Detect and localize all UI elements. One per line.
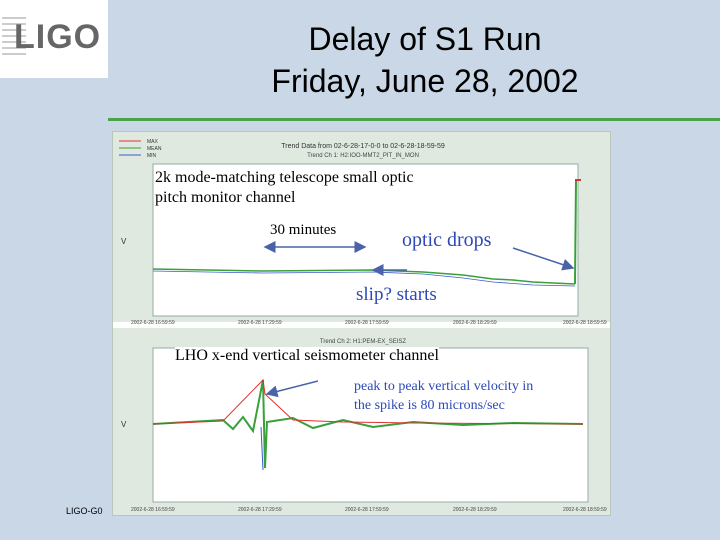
top-y-label: V [121,237,127,246]
peak-annotation: peak to peak vertical velocity in the sp… [354,379,534,413]
top-trace-min [152,270,576,287]
optic-drops-annotation: optic drops [402,229,492,251]
top-x-tick-1: 2002-6-28 17:29:59 [238,320,282,326]
bottom-x-tick-1: 2002-6-28 17:29:59 [238,507,282,513]
title-divider [108,118,720,121]
logo-text: LIGO [14,18,102,56]
top-x-tick-0: 2002-6-28 16:59:59 [131,320,175,326]
top-trace-mean [152,268,576,285]
top-x-tick-3: 2002-6-28 18:29:59 [453,320,497,326]
logo-mark-icon [2,17,26,55]
duration-annotation: 30 minutes [270,222,337,238]
bottom-x-tick-0: 2002-6-28 16:59:59 [131,507,175,513]
title-line-2: Friday, June 28, 2002 [271,63,579,99]
legend-mean: MEAN [147,146,162,152]
bottom-channel-annotation: LHO x-end vertical seismometer channel [175,347,439,365]
bottom-trace-max [152,378,584,425]
top-channel-annotation: 2k mode-matching telescope small optic p… [155,168,455,208]
bottom-chart-plot-area [152,347,589,503]
optic-drops-arrow [512,247,575,271]
bottom-chart-subheader: Trend Ch 2: H1:PEM-EX_SEISZ [320,339,406,345]
spike-arrow [265,380,319,398]
top-chart-subheader: Trend Ch 1: H2:IOO-MMT2_PIT_IN_MON [307,153,419,159]
ligo-logo: LIGO [0,0,108,78]
footer-doc-id: LIGO-G0 [66,506,103,516]
top-x-tick-2: 2002-6-28 17:59:59 [345,320,389,326]
bottom-trace-min [260,426,264,471]
bottom-x-tick-4: 2002-6-28 18:59:59 [563,507,607,513]
legend-min: MIN [147,153,157,159]
bottom-y-label: V [121,420,127,429]
title-line-1: Delay of S1 Run [308,21,542,57]
slide-title: Delay of S1 Run Friday, June 28, 2002 [190,18,660,102]
top-x-tick-4: 2002-6-28 18:59:59 [563,320,607,326]
bottom-x-tick-3: 2002-6-28 18:29:59 [453,507,497,513]
bottom-x-tick-2: 2002-6-28 17:59:59 [345,507,389,513]
legend-max: MAX [147,139,159,145]
slip-annotation: slip? starts [356,284,437,305]
top-chart-header: Trend Data from 02-6-28-17-0-0 to 02-6-2… [281,143,445,150]
